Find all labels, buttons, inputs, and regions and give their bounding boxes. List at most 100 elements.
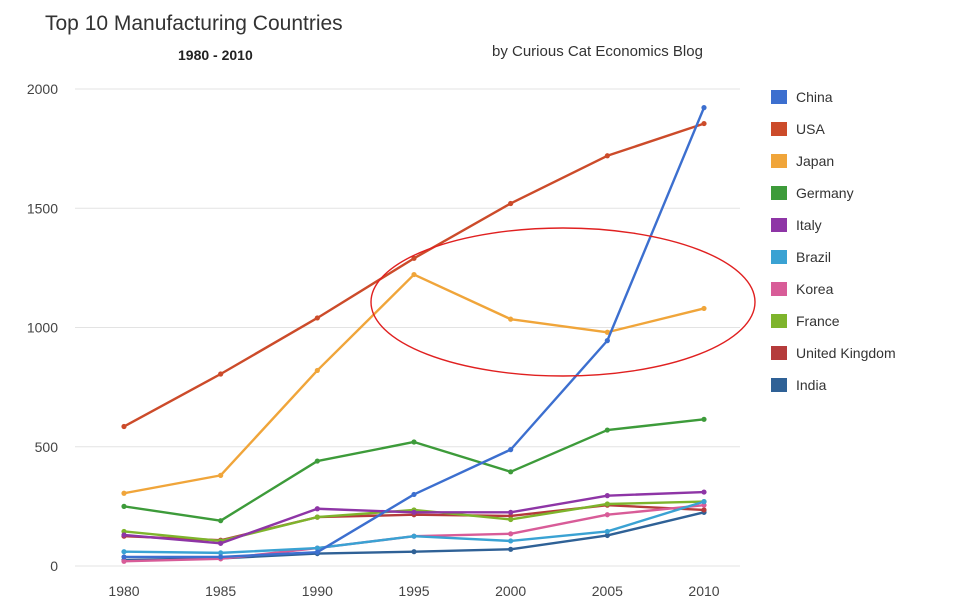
- legend-item-usa: USA: [771, 121, 825, 137]
- point-india-1995: [411, 549, 417, 555]
- legend-label-united-kingdom: United Kingdom: [796, 345, 896, 361]
- point-germany-1995: [411, 439, 417, 445]
- point-brazil-1985: [218, 550, 224, 556]
- point-korea-2005: [604, 512, 610, 518]
- series-usa: [121, 120, 707, 430]
- legend-swatch-brazil: [771, 250, 787, 264]
- point-usa-2005: [604, 153, 610, 159]
- legend: China USA Japan Germany Italy Brazil Korea Fran…: [771, 89, 896, 393]
- point-usa-1980: [121, 423, 127, 430]
- legend-item-india: India: [771, 377, 827, 393]
- annotation-ellipse: [370, 227, 756, 377]
- series-lines: [121, 105, 707, 564]
- point-japan-1985: [218, 472, 224, 478]
- legend-swatch-india: [771, 378, 787, 392]
- series-brazil: [121, 499, 707, 556]
- point-germany-2000: [508, 469, 514, 475]
- legend-item-japan: Japan: [771, 153, 834, 169]
- point-china-1985: [218, 554, 224, 560]
- line-japan: [122, 273, 706, 495]
- series-italy: [121, 489, 707, 546]
- point-germany-1985: [218, 518, 224, 524]
- point-usa-1995: [411, 255, 417, 261]
- point-japan-1995: [411, 271, 417, 278]
- point-india-2005: [604, 532, 610, 539]
- x-tick-label-1985: 1985: [205, 583, 236, 599]
- point-france-2005: [604, 501, 610, 507]
- point-japan-2000: [508, 316, 514, 322]
- point-china-1980: [121, 554, 127, 560]
- legend-label-korea: Korea: [796, 281, 834, 297]
- point-germany-2010: [701, 416, 707, 422]
- legend-item-france: France: [771, 313, 840, 329]
- y-axis-ticks: 0 500 1000 1500 2000: [27, 81, 58, 574]
- legend-label-usa: USA: [796, 121, 825, 137]
- legend-swatch-france: [771, 314, 787, 328]
- point-korea-1980: [121, 558, 127, 564]
- legend-item-china: China: [771, 89, 833, 105]
- point-brazil-2000: [508, 538, 514, 544]
- legend-swatch-japan: [771, 154, 787, 168]
- chart-title: Top 10 Manufacturing Countries: [45, 12, 343, 35]
- point-brazil-2010: [701, 499, 707, 505]
- x-tick-label-1990: 1990: [302, 583, 333, 599]
- point-usa-1990: [314, 315, 320, 321]
- x-tick-label-2010: 2010: [688, 583, 719, 599]
- y-tick-label-500: 500: [35, 439, 59, 455]
- point-korea-2010: [701, 502, 707, 508]
- legend-swatch-germany: [771, 186, 787, 200]
- series-china: [121, 105, 707, 560]
- point-italy-2000: [508, 509, 514, 515]
- series-germany: [121, 416, 707, 524]
- point-usa-1985: [218, 371, 224, 377]
- legend-label-france: France: [796, 313, 840, 329]
- y-tick-label-0: 0: [50, 558, 58, 574]
- point-italy-1980: [121, 532, 127, 538]
- point-france-2000: [508, 516, 514, 523]
- point-usa-2000: [508, 200, 514, 207]
- chart-subtitle: 1980 - 2010: [178, 47, 253, 63]
- legend-item-korea: Korea: [771, 281, 834, 297]
- legend-item-italy: Italy: [771, 217, 822, 233]
- point-italy-2005: [604, 493, 610, 499]
- point-china-2005: [604, 338, 610, 344]
- point-brazil-1990: [314, 545, 320, 551]
- point-italy-1990: [314, 506, 320, 512]
- point-france-1990: [314, 514, 320, 520]
- point-germany-1990: [314, 458, 320, 464]
- point-italy-1985: [218, 540, 224, 546]
- x-tick-label-1995: 1995: [398, 583, 429, 599]
- point-italy-1995: [411, 509, 417, 515]
- legend-item-united-kingdom: United Kingdom: [771, 345, 896, 361]
- point-china-2000: [508, 447, 514, 453]
- legend-swatch-korea: [771, 282, 787, 296]
- point-korea-2000: [508, 531, 514, 537]
- point-japan-2005: [604, 329, 610, 335]
- legend-label-brazil: Brazil: [796, 249, 831, 265]
- point-china-1995: [411, 491, 417, 498]
- point-germany-1980: [121, 503, 127, 509]
- annotations: [370, 227, 756, 377]
- point-china-1990: [314, 549, 320, 555]
- legend-label-italy: Italy: [796, 217, 822, 233]
- point-japan-1990: [314, 367, 320, 374]
- legend-swatch-united-kingdom: [771, 346, 787, 360]
- point-india-2000: [508, 546, 514, 552]
- point-germany-2005: [604, 427, 610, 433]
- x-tick-label-2000: 2000: [495, 583, 526, 599]
- point-united-kingdom-2000: [508, 513, 514, 519]
- point-china-2010: [701, 105, 707, 111]
- point-usa-2010: [701, 120, 707, 127]
- legend-label-india: India: [796, 377, 827, 393]
- point-japan-1980: [121, 490, 127, 496]
- chart-credit: by Curious Cat Economics Blog: [492, 43, 703, 60]
- point-brazil-1980: [121, 549, 127, 555]
- series-japan: [121, 271, 707, 496]
- point-united-kingdom-2010: [701, 507, 707, 513]
- x-tick-label-2005: 2005: [592, 583, 623, 599]
- x-axis-ticks: 1980 1985 1990 1995 2000 2005 2010: [108, 583, 719, 599]
- y-tick-label-1500: 1500: [27, 200, 58, 216]
- grid: [75, 88, 740, 567]
- legend-swatch-italy: [771, 218, 787, 232]
